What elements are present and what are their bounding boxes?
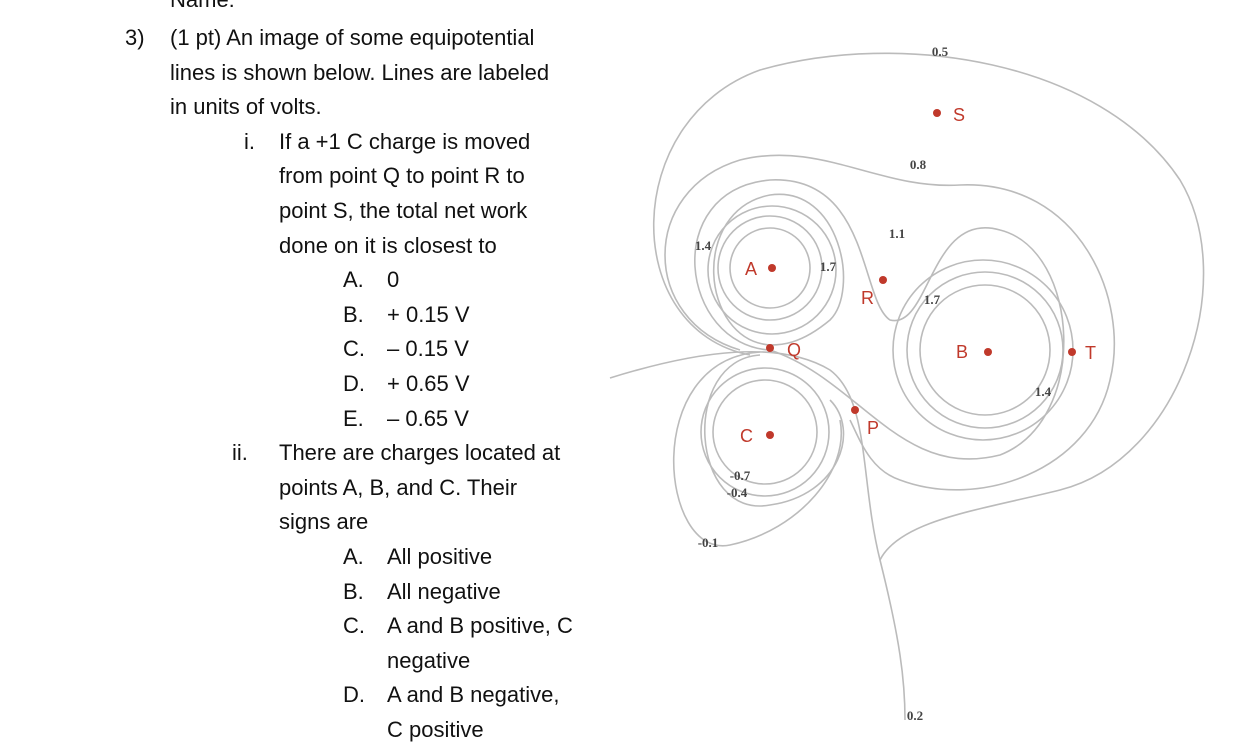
option-text: – 0.15 V <box>387 336 469 362</box>
point-dot <box>984 348 992 356</box>
contour-label: -0.1 <box>698 535 719 550</box>
point-dot <box>766 344 774 352</box>
option-text: All negative <box>387 578 501 604</box>
point-label: T <box>1085 343 1096 363</box>
name-label: Name: <box>170 0 235 13</box>
part-text: There are charges located at <box>279 440 561 466</box>
question-text: lines is shown below. Lines are labeled <box>170 59 550 85</box>
point-label: P <box>867 418 879 438</box>
option-text: negative <box>387 647 471 673</box>
question-number: 3) <box>125 25 145 50</box>
point-label: S <box>953 105 965 125</box>
contour-label: 0.8 <box>910 157 927 172</box>
contour-label: 1.4 <box>1035 384 1052 399</box>
point-label: B <box>956 342 968 362</box>
point-label: C <box>740 426 753 446</box>
option-text: A and B negative, <box>387 682 560 708</box>
part-text: points A, B, and C. Their <box>279 474 518 500</box>
option-text: A and B positive, C <box>387 613 573 639</box>
option-label: C. <box>343 336 365 362</box>
part-text: from point Q to point R to <box>279 163 525 189</box>
question-text: in units of volts. <box>170 94 322 120</box>
point-label: Q <box>787 340 801 360</box>
option-text: + 0.65 V <box>387 371 470 396</box>
point-label: R <box>861 288 874 308</box>
part-text: If a +1 C charge is moved <box>279 128 531 154</box>
equipotential-lines <box>609 52 1205 721</box>
option-text: All positive <box>387 544 493 569</box>
contour-label: 1.4 <box>695 238 712 253</box>
option-label: A. <box>343 267 364 293</box>
option-label: C. <box>343 613 365 639</box>
option-label: B. <box>343 301 364 327</box>
contour-label: 1.7 <box>924 292 941 307</box>
part-label: ii. <box>232 440 248 466</box>
option-label: B. <box>343 578 364 604</box>
part-label: i. <box>244 128 255 154</box>
option-label: A. <box>343 544 364 569</box>
point-dot <box>851 406 859 414</box>
contour-label: 0.5 <box>932 44 949 59</box>
option-text: 0 <box>387 267 400 293</box>
part-text: signs are <box>279 509 369 535</box>
point-dot <box>1068 348 1076 356</box>
option-text: – 0.65 V <box>387 405 469 431</box>
part-text: done on it is closest to <box>279 232 497 258</box>
contour-label: 1.7 <box>820 259 837 274</box>
points: S R Q P T A B C <box>740 105 1096 446</box>
point-dot <box>933 109 941 117</box>
point-dot <box>879 276 887 284</box>
point-dot <box>766 431 774 439</box>
point-label: A <box>745 259 757 279</box>
option-label: D. <box>343 682 365 708</box>
contour-label: -0.4 <box>727 485 748 500</box>
contour-label: 1.1 <box>889 226 905 241</box>
contour-label: -0.7 <box>730 468 751 483</box>
contour-label: 0.2 <box>907 708 923 723</box>
option-text: C positive <box>387 717 484 742</box>
option-text: + 0.15 V <box>387 301 470 327</box>
part-text: point S, the total net work <box>279 198 528 223</box>
point-dot <box>768 264 776 272</box>
option-label: E. <box>343 405 364 431</box>
option-label: D. <box>343 371 365 396</box>
question-text: (1 pt) An image of some equipotential <box>170 25 535 50</box>
